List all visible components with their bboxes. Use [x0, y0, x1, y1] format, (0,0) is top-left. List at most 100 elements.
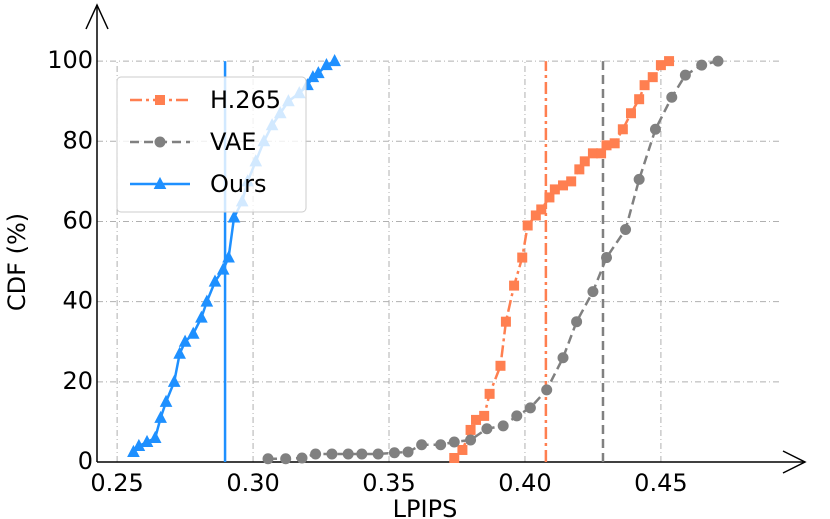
legend: H.265 VAE Ours: [116, 76, 307, 213]
y-tick-label: 20: [62, 367, 93, 395]
data-point: [448, 436, 460, 448]
data-point: [666, 91, 678, 103]
legend-marker: [153, 176, 167, 189]
data-point: [296, 452, 308, 464]
data-point: [227, 210, 241, 223]
data-point: [620, 223, 632, 235]
data-point: [522, 220, 533, 231]
data-point: [481, 423, 493, 435]
data-point: [517, 252, 528, 263]
series-line: [268, 59, 719, 461]
data-point: [587, 148, 598, 159]
data-point: [696, 59, 708, 71]
x-tick-label: 0.30: [226, 469, 279, 497]
data-point: [596, 148, 607, 159]
data-point: [639, 80, 650, 91]
data-point: [356, 448, 368, 460]
x-tick-label: 0.35: [362, 469, 415, 497]
data-point: [484, 388, 495, 399]
data-point: [497, 420, 509, 432]
data-point: [402, 446, 414, 458]
data-point: [617, 124, 628, 135]
data-point: [541, 384, 553, 396]
data-point: [664, 56, 675, 67]
data-point: [601, 140, 612, 151]
x-axis-arrow: [782, 450, 807, 474]
data-point: [167, 374, 181, 387]
data-point: [712, 55, 724, 67]
data-point: [311, 66, 325, 79]
data-point: [479, 410, 490, 421]
data-point: [159, 394, 173, 407]
x-axis-label: LPIPS: [393, 495, 458, 519]
x-tick-label: 0.40: [498, 469, 551, 497]
data-point: [388, 447, 400, 459]
data-point: [457, 444, 468, 455]
data-point: [416, 439, 428, 451]
data-point: [328, 54, 341, 67]
data-point: [655, 60, 666, 71]
x-tick-label: 0.45: [634, 469, 687, 497]
data-point: [465, 424, 476, 435]
data-point: [625, 108, 636, 119]
data-point: [449, 452, 460, 463]
data-point: [647, 72, 658, 83]
data-point: [280, 453, 292, 465]
data-point: [511, 410, 523, 422]
data-point: [216, 262, 230, 275]
data-point: [530, 210, 541, 221]
data-point: [465, 434, 477, 446]
data-point: [326, 448, 338, 460]
data-point: [154, 410, 167, 423]
data-point: [195, 310, 208, 323]
data-point: [148, 430, 162, 443]
data-point: [566, 176, 577, 187]
data-point: [262, 453, 274, 465]
data-point: [587, 286, 599, 298]
y-tick-label: 40: [62, 287, 93, 315]
data-point: [571, 316, 583, 328]
data-point: [200, 294, 214, 307]
legend-label: Ours: [210, 170, 266, 198]
data-point: [178, 334, 192, 347]
y-tick-label: 100: [47, 46, 93, 74]
data-point: [310, 448, 322, 460]
y-tick-label: 80: [62, 126, 93, 154]
data-point: [208, 274, 222, 287]
legend-label: VAE: [210, 128, 256, 156]
legend-box: [116, 76, 307, 213]
y-axis-arrow: [85, 3, 109, 30]
data-point: [574, 164, 585, 175]
data-point: [186, 326, 200, 339]
data-point: [544, 192, 555, 203]
data-point: [579, 156, 590, 167]
data-point: [342, 448, 354, 460]
legend-marker: [154, 136, 166, 148]
data-point: [524, 402, 536, 414]
data-point: [679, 69, 691, 81]
data-point: [609, 138, 620, 149]
data-point: [435, 439, 447, 451]
legend-label: H.265: [210, 86, 281, 114]
data-point: [495, 360, 506, 371]
data-point: [633, 173, 645, 185]
data-point: [127, 444, 140, 457]
data-point: [372, 448, 384, 460]
data-point: [173, 346, 186, 359]
y-tick-label: 0: [78, 447, 93, 475]
legend-marker: [155, 95, 165, 105]
data-point: [601, 252, 613, 264]
data-point: [471, 414, 482, 425]
data-point: [549, 184, 560, 195]
data-point: [558, 180, 569, 191]
x-tick-label: 0.25: [90, 469, 143, 497]
data-point: [634, 94, 645, 105]
data-point: [500, 316, 511, 327]
data-point: [536, 204, 547, 215]
data-point: [509, 280, 520, 291]
y-tick-label: 60: [62, 206, 93, 234]
data-point: [222, 250, 235, 263]
